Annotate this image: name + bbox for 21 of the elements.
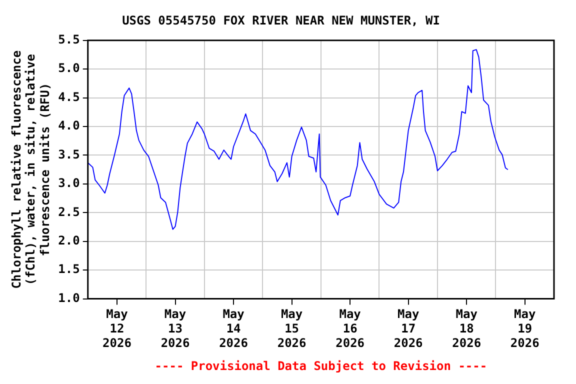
y-tick-label: 3.0 [58, 176, 80, 190]
y-tick-label: 4.5 [58, 90, 80, 104]
x-tick-label: May 18 2026 [452, 307, 482, 350]
x-tick-label: May 13 2026 [160, 307, 190, 350]
y-tick-label: 5.5 [58, 32, 80, 47]
x-tick-label: May 17 2026 [394, 307, 423, 350]
x-tick-label: May 14 2026 [219, 307, 248, 350]
y-tick-label: 4.0 [58, 118, 80, 133]
x-tick-label: May 16 2026 [336, 307, 365, 350]
y-tick-label: 2.5 [58, 204, 80, 219]
y-tick-label: 1.5 [58, 262, 80, 276]
x-tick-label: May 19 2026 [510, 307, 540, 350]
x-tick-label: May 15 2026 [277, 307, 306, 350]
y-tick-label: 3.5 [58, 147, 80, 162]
chart-title: USGS 05545750 FOX RIVER NEAR NEW MUNSTER, WI [122, 13, 440, 28]
x-tick-label: May 12 2026 [102, 307, 132, 350]
y-tick-label: 5.0 [58, 61, 80, 76]
y-axis-title: Chlorophyll relative fluorescence (fChl), water, in situ, relative fluorescence units (RFU) [9, 50, 52, 289]
y-tick-label: 1.0 [58, 290, 80, 305]
y-tick-label: 2.0 [58, 234, 80, 248]
text: ---- Provisional Data Subject to Revision ---- [154, 359, 488, 373]
